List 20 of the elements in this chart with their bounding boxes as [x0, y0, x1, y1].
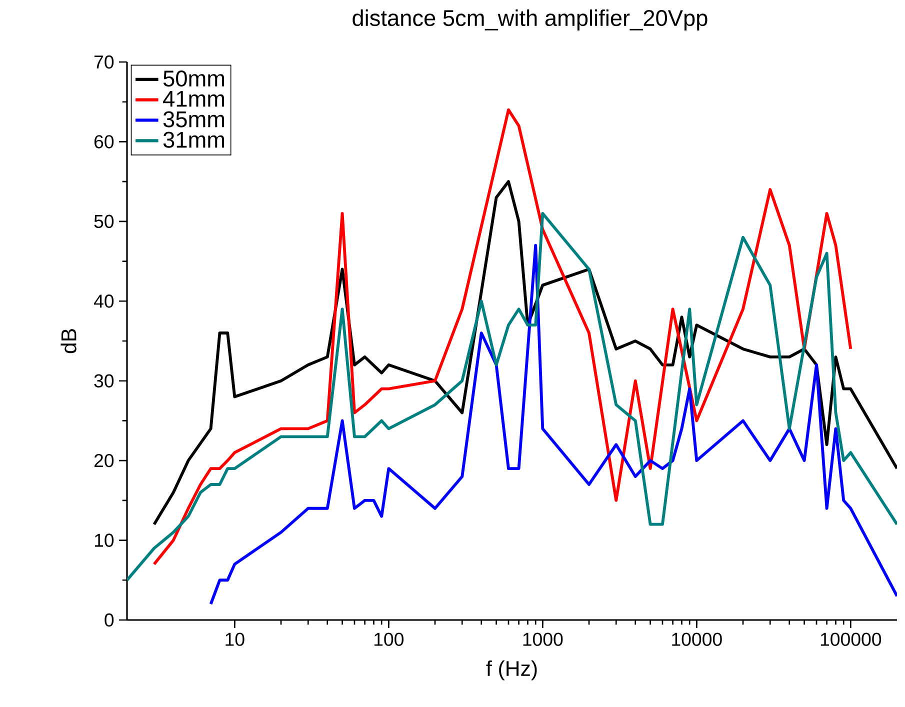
y-tick-label: 0: [104, 613, 114, 627]
x-tick-label: 10: [226, 632, 244, 646]
x-tick-label: 100000: [820, 632, 882, 646]
y-tick-label: 20: [94, 454, 114, 468]
y-tick-label: 60: [94, 135, 114, 148]
x-axis-title: f (Hz): [486, 660, 537, 680]
y-tick-label: 30: [94, 374, 114, 388]
chart-title: distance 5cm_with amplifier_20Vpp: [352, 9, 708, 31]
legend-label: 41mm: [163, 91, 224, 107]
x-tick-label: 1000: [523, 632, 563, 646]
y-tick-label: 10: [94, 534, 114, 547]
legend-label: 31mm: [163, 132, 224, 148]
legend-label: 35mm: [163, 111, 224, 128]
legend-label: 50mm: [163, 70, 224, 87]
x-tick-label: 100: [374, 632, 404, 646]
y-tick-label: 40: [94, 294, 114, 308]
x-tick-label: 10000: [672, 632, 722, 646]
y-tick-label: 70: [94, 55, 114, 69]
y-tick-label: 50: [94, 214, 114, 228]
y-axis-title: dB: [60, 329, 76, 354]
